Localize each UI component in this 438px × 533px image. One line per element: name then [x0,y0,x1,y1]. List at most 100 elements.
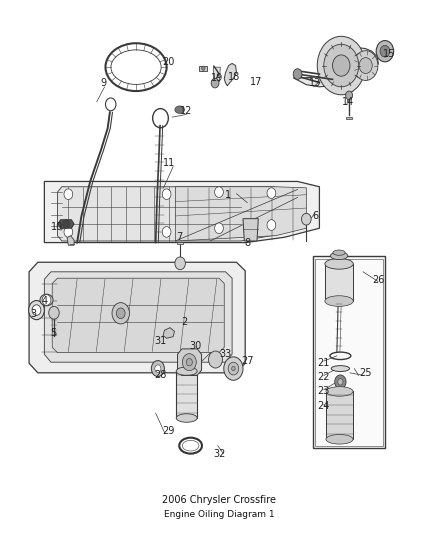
Text: 4: 4 [41,296,47,306]
Circle shape [332,55,350,76]
Text: 6: 6 [312,211,318,221]
Text: 11: 11 [162,158,175,168]
Circle shape [64,227,73,237]
Text: 33: 33 [219,349,232,359]
Text: 19: 19 [211,73,223,83]
Text: 2: 2 [181,317,187,327]
Circle shape [64,189,73,199]
Circle shape [63,220,70,228]
Circle shape [211,78,219,88]
Text: 14: 14 [342,96,354,107]
Polygon shape [213,67,220,82]
Circle shape [224,357,243,380]
Circle shape [376,41,394,62]
Text: 9: 9 [100,78,106,88]
Circle shape [267,188,276,198]
Text: Engine Oiling Diagram 1: Engine Oiling Diagram 1 [164,510,274,519]
Polygon shape [44,272,232,362]
Circle shape [338,378,343,385]
Circle shape [353,51,378,80]
Circle shape [346,91,353,100]
Polygon shape [177,242,183,244]
Bar [313,256,385,448]
Text: 18: 18 [228,72,240,82]
Bar [326,391,353,439]
Text: 15: 15 [383,49,396,59]
Polygon shape [243,219,258,241]
Text: 7: 7 [177,232,183,243]
Text: 8: 8 [244,238,251,247]
Ellipse shape [330,252,348,260]
Text: 25: 25 [359,368,371,378]
Circle shape [155,365,161,372]
Circle shape [112,303,130,324]
Ellipse shape [325,259,353,269]
Circle shape [232,367,235,370]
Text: 20: 20 [162,57,175,67]
Circle shape [182,354,196,370]
Text: 12: 12 [180,106,192,116]
Polygon shape [67,236,74,245]
Circle shape [293,69,302,79]
Ellipse shape [326,434,353,444]
Text: 22: 22 [318,372,330,382]
Text: 26: 26 [372,275,385,285]
Bar [199,66,207,71]
Polygon shape [58,220,74,228]
Text: 32: 32 [213,449,225,458]
Text: 24: 24 [318,401,330,411]
Bar [315,259,383,446]
Text: 17: 17 [250,77,262,87]
Polygon shape [293,47,378,87]
Ellipse shape [176,367,197,375]
Polygon shape [224,63,237,86]
Polygon shape [163,328,174,338]
Ellipse shape [325,296,353,306]
Ellipse shape [175,106,184,114]
Text: 10: 10 [51,222,64,232]
Ellipse shape [331,366,350,372]
Text: 21: 21 [318,358,330,368]
Polygon shape [44,181,319,243]
Polygon shape [175,187,306,241]
Circle shape [301,213,311,225]
Circle shape [28,301,44,320]
Ellipse shape [326,386,353,396]
Circle shape [32,305,41,316]
Polygon shape [29,262,245,373]
Ellipse shape [176,414,197,422]
Circle shape [117,308,125,319]
Text: 31: 31 [154,336,166,346]
Circle shape [380,45,390,57]
Text: 30: 30 [189,341,201,351]
Circle shape [162,227,171,237]
Circle shape [42,295,51,305]
Text: 5: 5 [50,328,56,338]
Circle shape [215,223,223,233]
Circle shape [186,359,192,366]
Circle shape [317,36,365,95]
Circle shape [324,44,359,87]
Polygon shape [346,117,352,119]
Text: 29: 29 [162,426,175,437]
Circle shape [151,361,164,376]
Text: 27: 27 [241,356,254,366]
Text: 28: 28 [154,370,166,381]
Bar [176,371,197,418]
Polygon shape [52,278,224,353]
Text: 2006 Chrysler Crossfire: 2006 Chrysler Crossfire [162,495,276,505]
Text: 1: 1 [225,190,231,200]
Text: 23: 23 [318,386,330,397]
Text: 13: 13 [309,78,321,88]
Ellipse shape [333,250,345,255]
Polygon shape [57,187,297,241]
Circle shape [359,58,372,74]
Text: 3: 3 [30,309,36,319]
Circle shape [49,306,59,319]
Circle shape [208,351,223,368]
Circle shape [215,187,223,197]
Circle shape [267,220,276,230]
Circle shape [162,189,171,199]
Ellipse shape [40,294,53,306]
Bar [325,264,353,301]
